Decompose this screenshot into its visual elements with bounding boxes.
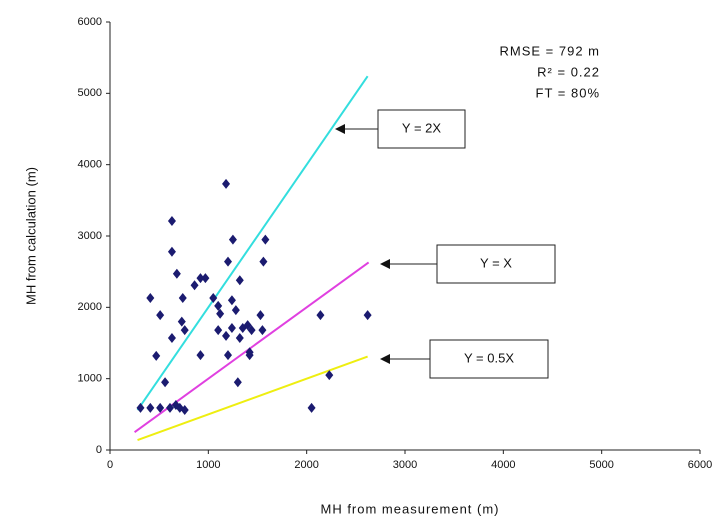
data-point <box>180 405 189 416</box>
x-tick-label: 5000 <box>589 459 613 471</box>
data-point <box>214 300 223 311</box>
line-label: Y = X <box>480 255 512 270</box>
data-point <box>363 310 372 321</box>
data-point <box>180 325 189 336</box>
data-point <box>325 370 334 381</box>
data-point <box>224 350 232 361</box>
data-point <box>214 325 223 336</box>
arrow-head <box>380 259 390 269</box>
line-label: Y = 2X <box>402 120 441 135</box>
x-tick-label: 4000 <box>491 459 515 471</box>
data-point <box>231 305 240 316</box>
data-point <box>228 234 237 245</box>
data-point <box>224 256 232 267</box>
data-point <box>259 256 268 267</box>
data-point <box>172 268 181 279</box>
data-point <box>171 400 180 411</box>
x-tick-label: 1000 <box>196 459 220 471</box>
y-tick-label: 3000 <box>78 230 102 242</box>
y-tick-label: 1000 <box>78 373 102 385</box>
data-point <box>227 295 236 306</box>
data-point <box>167 216 176 227</box>
reference-line <box>136 75 369 411</box>
y-tick-label: 0 <box>96 444 102 456</box>
data-point <box>136 402 145 413</box>
data-point <box>222 178 231 189</box>
label-box <box>436 244 556 284</box>
y-tick-label: 5000 <box>78 87 102 99</box>
data-point <box>196 273 205 284</box>
y-tick-label: 6000 <box>78 16 102 28</box>
data-point <box>316 310 325 321</box>
data-point <box>247 325 256 336</box>
x-axis-label: MH from measurement (m) <box>320 501 499 516</box>
data-point <box>235 333 244 344</box>
data-point <box>307 402 316 413</box>
data-point <box>146 402 155 413</box>
stat-annotation: RMSE = 792 m <box>499 43 600 58</box>
data-point <box>167 246 176 257</box>
data-point <box>161 377 170 388</box>
line-label: Y = 0.5X <box>464 350 514 365</box>
data-point <box>233 377 242 388</box>
data-point <box>156 402 165 413</box>
data-point <box>167 333 176 344</box>
data-point <box>178 293 187 304</box>
data-point <box>201 273 210 284</box>
data-point <box>177 316 186 327</box>
x-tick-label: 2000 <box>294 459 318 471</box>
data-point <box>165 402 174 413</box>
x-tick-label: 3000 <box>393 459 417 471</box>
reference-line <box>137 355 368 441</box>
data-point <box>156 310 165 321</box>
data-point <box>227 323 236 334</box>
stat-annotation: R² = 0.22 <box>537 64 600 79</box>
data-point <box>216 308 225 319</box>
arrow-head <box>380 354 390 364</box>
label-box <box>429 339 549 379</box>
label-box <box>377 109 466 149</box>
y-axis-label: MH from calculation (m) <box>23 167 38 305</box>
data-point <box>261 234 270 245</box>
data-point <box>222 330 231 341</box>
data-point <box>209 293 218 304</box>
x-tick-label: 0 <box>107 459 113 471</box>
arrow-head <box>335 124 345 134</box>
data-point <box>235 275 244 286</box>
data-point <box>256 310 265 321</box>
y-tick-label: 4000 <box>78 159 102 171</box>
data-point <box>258 325 267 336</box>
data-point <box>245 347 254 358</box>
data-point <box>152 350 161 361</box>
stat-annotation: FT = 80% <box>536 85 600 100</box>
data-point <box>146 293 155 304</box>
data-point <box>190 280 199 291</box>
data-point <box>196 350 205 361</box>
y-tick-label: 2000 <box>78 301 102 313</box>
x-tick-label: 6000 <box>688 459 712 471</box>
